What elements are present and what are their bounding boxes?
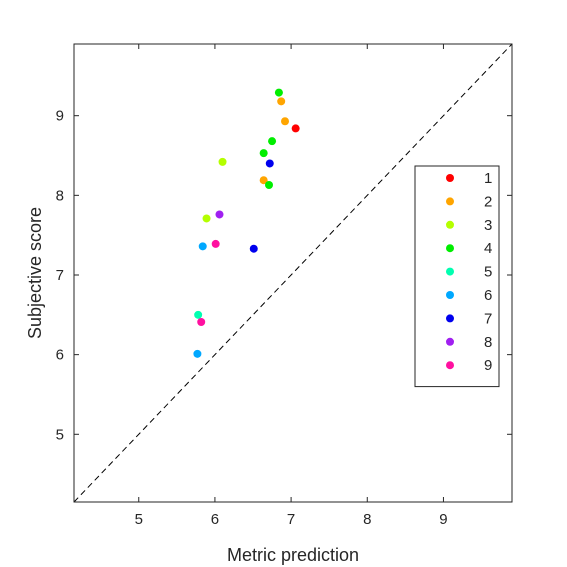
y-tick-label: 6 [56, 347, 64, 364]
y-tick-label: 7 [56, 267, 64, 284]
y-axis-label: Subjective score [25, 207, 45, 339]
x-axis-label: Metric prediction [227, 545, 359, 565]
x-tick-label: 6 [211, 511, 219, 528]
data-point-series-1 [291, 124, 300, 133]
legend-marker-3 [446, 220, 454, 229]
data-point-series-3 [202, 214, 211, 223]
legend-marker-9 [446, 361, 454, 370]
data-point-series-4 [268, 137, 277, 146]
data-point-series-7 [249, 244, 258, 253]
data-point-series-9 [197, 317, 206, 326]
legend-label-3: 3 [484, 217, 492, 234]
identity-reference-line [73, 43, 513, 503]
y-tick-label: 9 [56, 108, 64, 125]
legend-label-6: 6 [484, 287, 492, 304]
legend-box [414, 165, 500, 388]
legend-marker-2 [446, 197, 454, 206]
data-point-series-2 [281, 117, 290, 126]
x-tick-label: 5 [135, 511, 143, 528]
legend-marker-8 [446, 337, 454, 346]
legend-marker-1 [446, 174, 454, 182]
y-tick-label: 5 [56, 426, 64, 443]
x-tick-label: 7 [287, 511, 295, 528]
data-point-series-4 [265, 180, 274, 189]
legend: 1 2 3 4 5 6 7 8 9 [414, 165, 500, 388]
data-point-series-8 [215, 210, 224, 219]
legend-label-2: 2 [484, 193, 492, 210]
data-point-series-7 [265, 159, 274, 168]
legend-label-5: 5 [484, 264, 492, 281]
legend-marker-4 [446, 244, 454, 253]
axes-box [73, 43, 513, 503]
legend-label-4: 4 [484, 240, 492, 257]
x-tick-label: 9 [439, 511, 447, 528]
legend-label-7: 7 [484, 310, 492, 327]
data-point-series-6 [193, 349, 202, 358]
data-point-series-2 [259, 176, 268, 185]
legend-label-1: 1 [484, 170, 492, 187]
legend-label-9: 9 [484, 357, 492, 374]
data-point-series-6 [198, 242, 207, 251]
plot-area [73, 43, 513, 503]
data-point-series-2 [277, 97, 286, 106]
data-point-series-5 [194, 310, 203, 319]
data-points [193, 88, 300, 358]
data-point-series-9 [211, 239, 220, 248]
legend-marker-6 [446, 291, 454, 299]
axes: 5 6 7 8 9 5 6 7 8 9 [56, 43, 513, 528]
data-point-series-4 [274, 88, 283, 97]
data-point-series-3 [218, 157, 227, 166]
legend-marker-7 [446, 314, 454, 323]
legend-label-8: 8 [484, 334, 492, 351]
data-point-series-4 [259, 149, 268, 158]
y-tick-label: 8 [56, 187, 64, 204]
x-tick-label: 8 [363, 511, 371, 528]
legend-marker-5 [446, 267, 454, 276]
